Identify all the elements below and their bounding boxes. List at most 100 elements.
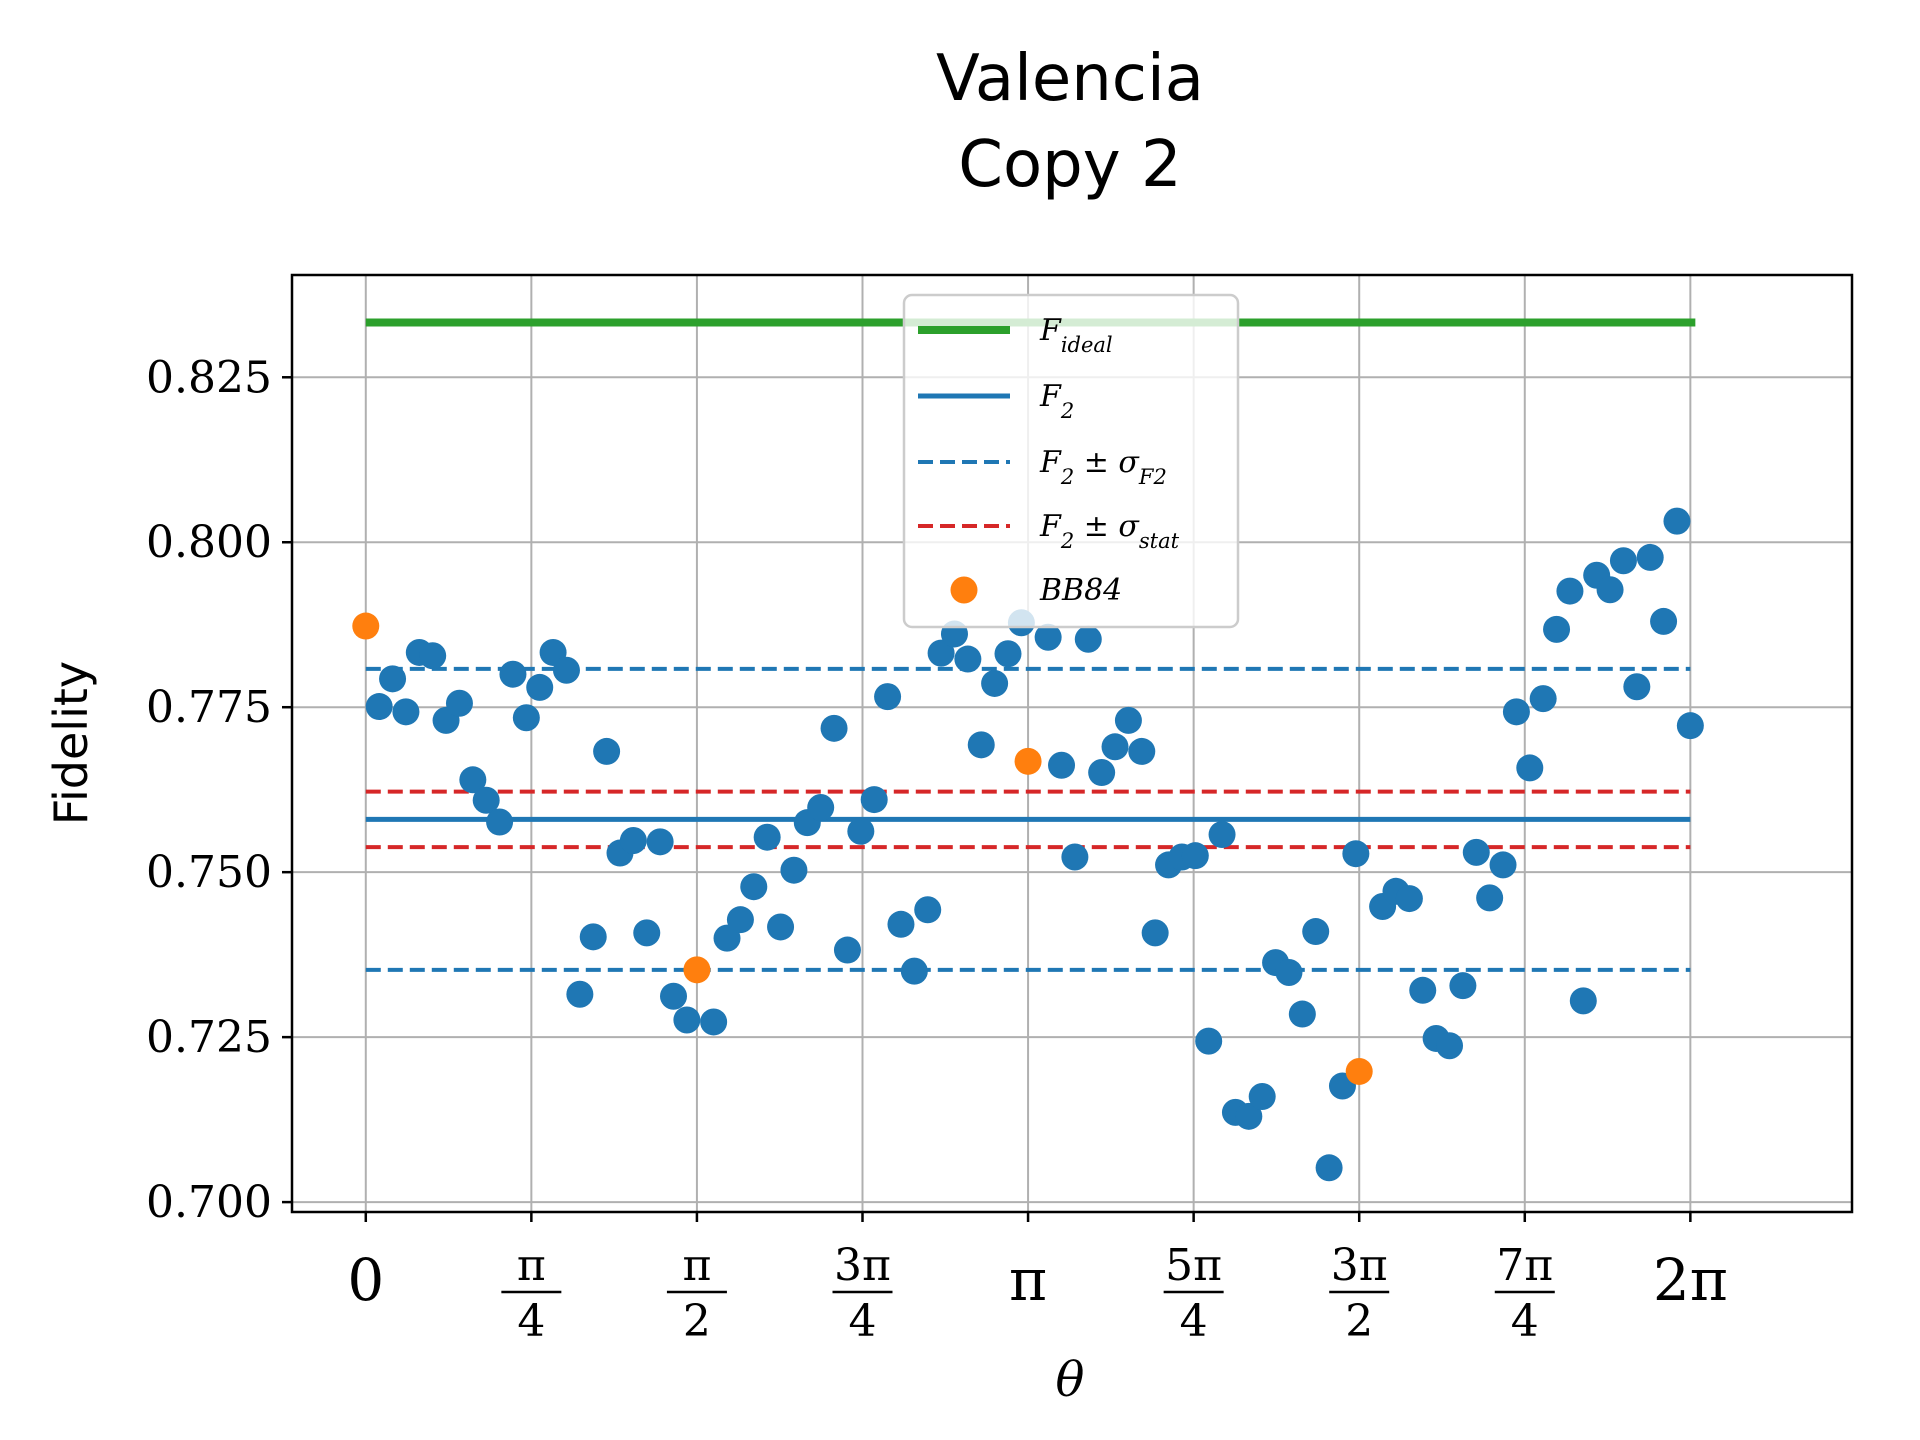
f2-point [1142, 919, 1169, 946]
f2-point [499, 661, 526, 688]
f2-point [1449, 972, 1476, 999]
y-tick-label: 0.750 [146, 847, 272, 898]
f2-point [1075, 626, 1102, 653]
f2-point [887, 911, 914, 938]
f2-point [1650, 608, 1677, 635]
f2-point [994, 640, 1021, 667]
y-axis-ticks: 0.700 0.725 0.750 0.775 0.800 0.825 [146, 352, 292, 1228]
x-tick-label: 3π2 [1329, 1240, 1389, 1347]
f2-point [620, 827, 647, 854]
legend: FidealF2F2 ± σF2F2 ± σstatBB84 [904, 295, 1238, 627]
f2-point [754, 824, 781, 851]
x-tick-label: 5π4 [1164, 1240, 1224, 1347]
x-tick-label: π [1009, 1246, 1047, 1314]
f2-point [647, 828, 674, 855]
f2-point [366, 693, 393, 720]
f2-point [1516, 754, 1543, 781]
chart-title-line-1: Valencia [936, 42, 1204, 116]
f2-point [1316, 1154, 1343, 1181]
f2-point [1556, 578, 1583, 605]
f2-point [1409, 977, 1436, 1004]
bb84-point [1346, 1058, 1373, 1085]
f2-point [700, 1008, 727, 1035]
f2-point [379, 665, 406, 692]
f2-point [526, 674, 553, 701]
x-tick-numerator: 7π [1496, 1240, 1553, 1291]
f2-point [1115, 707, 1142, 734]
f2-point [1209, 821, 1236, 848]
f2-point [566, 981, 593, 1008]
f2-point [968, 731, 995, 758]
x-tick-denominator: 4 [1180, 1296, 1208, 1347]
x-tick-numerator: π [682, 1240, 711, 1291]
x-tick-label: 2π [1653, 1246, 1728, 1314]
f2-point [446, 690, 473, 717]
x-tick-denominator: 2 [683, 1296, 711, 1347]
f2-point [1476, 884, 1503, 911]
f2-point [1490, 851, 1517, 878]
f2-point [807, 794, 834, 821]
y-tick-label: 0.700 [146, 1177, 272, 1228]
f2-point [834, 937, 861, 964]
f2-point [1677, 712, 1704, 739]
f2-point [1637, 544, 1664, 571]
f2-point [914, 896, 941, 923]
f2-point [673, 1006, 700, 1033]
f2-point [1182, 842, 1209, 869]
f2-point [1195, 1028, 1222, 1055]
f2-point [901, 958, 928, 985]
f2-point [1396, 885, 1423, 912]
x-axis-label: θ [1056, 1352, 1085, 1408]
f2-point [1088, 759, 1115, 786]
f2-point [1249, 1083, 1276, 1110]
f2-point [1463, 839, 1490, 866]
y-tick-label: 0.800 [146, 517, 272, 568]
x-tick-label: 7π4 [1495, 1240, 1555, 1347]
f2-point [767, 913, 794, 940]
x-tick-denominator: 2 [1345, 1296, 1373, 1347]
f2-point [633, 919, 660, 946]
f2-point [780, 857, 807, 884]
f2-point [847, 818, 874, 845]
f2-point [821, 715, 848, 742]
f2-point [593, 738, 620, 765]
x-tick-denominator: 4 [848, 1296, 876, 1347]
f2-point [660, 983, 687, 1010]
f2-point [1610, 547, 1637, 574]
f2-point [1543, 616, 1570, 643]
bb84-point [1015, 748, 1042, 775]
f2-point [981, 670, 1008, 697]
f2-point [740, 873, 767, 900]
bb84-point [683, 956, 710, 983]
f2-point [1623, 673, 1650, 700]
x-tick-denominator: 4 [517, 1296, 545, 1347]
bb84-point [352, 613, 379, 640]
x-tick-label: 3π4 [832, 1240, 892, 1347]
f2-point [1302, 918, 1329, 945]
x-tick-label: 0 [347, 1246, 384, 1314]
f2-point [553, 657, 580, 684]
f2-point [513, 704, 540, 731]
legend-label: BB84 [1039, 573, 1122, 608]
y-axis-label: Fidelity [44, 661, 98, 825]
chart-title-line-2: Copy 2 [958, 128, 1181, 202]
y-tick-label: 0.725 [146, 1012, 272, 1063]
y-tick-label: 0.825 [146, 352, 272, 403]
x-tick-denominator: 4 [1511, 1296, 1539, 1347]
x-tick-label: π2 [667, 1240, 727, 1347]
f2-point [1663, 508, 1690, 535]
f2-point [1048, 752, 1075, 779]
x-tick-label: π4 [501, 1240, 561, 1347]
f2-point [1275, 959, 1302, 986]
x-tick-numerator: π [517, 1240, 546, 1291]
y-tick-label: 0.775 [146, 682, 272, 733]
f2-point [954, 646, 981, 673]
f2-point [1061, 843, 1088, 870]
f2-point [392, 698, 419, 725]
f2-point [1102, 733, 1129, 760]
f2-point [1503, 698, 1530, 725]
f2-point [861, 786, 888, 813]
f2-point [1570, 987, 1597, 1014]
